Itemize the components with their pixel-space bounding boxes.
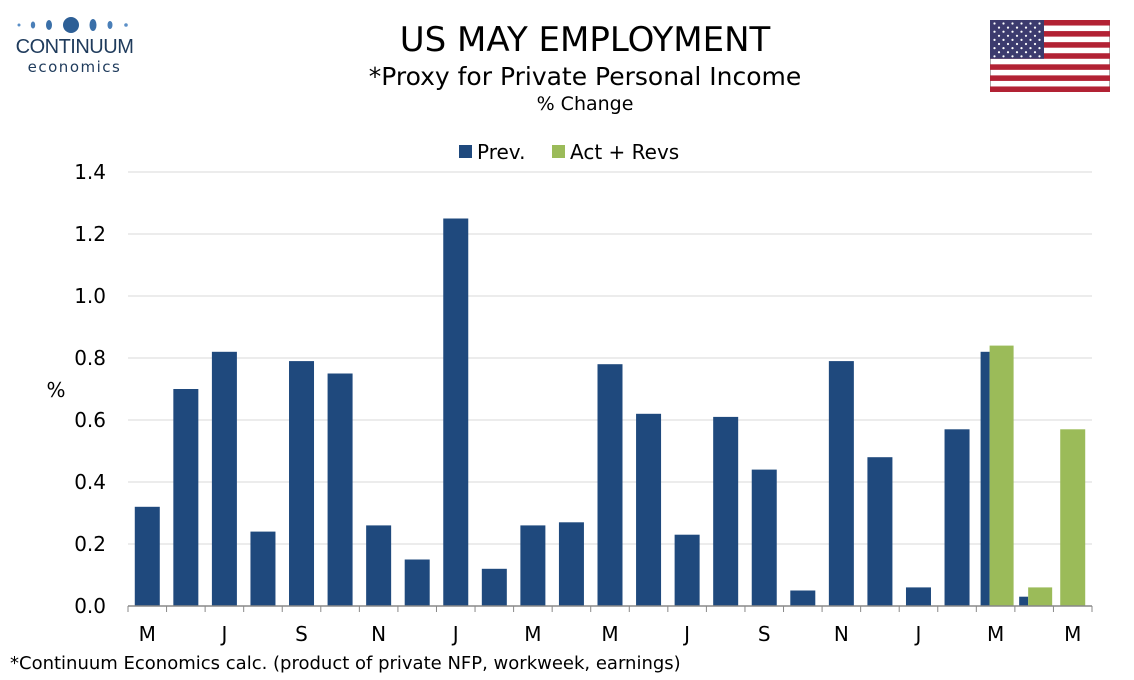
bar-prev: [828, 361, 854, 606]
legend-swatch-act-revs: [552, 145, 565, 158]
bar-prev: [173, 389, 199, 606]
chart-subtitle: *Proxy for Private Personal Income: [368, 62, 802, 91]
bar-prev: [366, 525, 392, 606]
y-tick-label: 1.2: [74, 222, 106, 246]
bar-prev: [211, 351, 237, 606]
bar-prev: [905, 587, 931, 606]
us-flag-icon: [990, 20, 1110, 92]
bar-prev: [520, 525, 546, 606]
x-tick-label: S: [758, 622, 771, 646]
x-tick-label: M: [139, 622, 156, 646]
logo-brand-text: CONTINUUM: [15, 36, 134, 58]
bar-prev: [481, 568, 507, 606]
x-tick-label: M: [524, 622, 541, 646]
x-tick-label: J: [682, 622, 690, 646]
bar-prev: [443, 218, 469, 606]
bar-prev: [134, 506, 160, 606]
y-axis-label: %: [46, 378, 65, 402]
legend-label-prev: Prev.: [477, 140, 525, 164]
chart-subtitle-units: % Change: [536, 93, 634, 115]
x-tick-label: M: [1064, 622, 1081, 646]
continuum-economics-logo: CONTINUUM economics: [12, 14, 137, 76]
chart-footnote: *Continuum Economics calc. (product of p…: [10, 653, 681, 674]
x-tick-label: S: [295, 622, 308, 646]
x-tick-label: M: [601, 622, 618, 646]
bar-prev: [867, 457, 893, 606]
x-tick-label: M: [987, 622, 1004, 646]
bar-prev: [790, 590, 816, 606]
bar-prev: [1019, 596, 1029, 606]
y-tick-label: 0.8: [74, 346, 106, 370]
bar-prev: [327, 373, 353, 606]
bar-prev: [597, 364, 623, 606]
x-tick-label: N: [371, 622, 386, 646]
chart-legend: Prev. Act + Revs: [459, 140, 679, 164]
x-tick-label: J: [451, 622, 459, 646]
bar-prev: [289, 361, 315, 606]
chart-title: US MAY EMPLOYMENT: [399, 20, 771, 60]
x-tick-label: J: [914, 622, 922, 646]
y-tick-label: 0.6: [74, 408, 106, 432]
logo-brand-subtext: economics: [27, 58, 122, 76]
y-tick-label: 0.0: [74, 594, 106, 618]
y-tick-label: 1.4: [74, 160, 106, 184]
bar-prev: [980, 351, 990, 606]
logo-dots-icon: [17, 17, 128, 33]
bar-prev: [404, 559, 430, 606]
y-tick-label: 0.4: [74, 470, 106, 494]
x-tick-label: J: [219, 622, 227, 646]
bar-act-revs: [1028, 587, 1053, 606]
bar-act-revs: [1060, 429, 1086, 606]
bar-prev: [944, 429, 970, 606]
bar-prev: [751, 469, 777, 606]
y-tick-label: 1.0: [74, 284, 106, 308]
bar-chart: 0.0 0.2 0.4 0.6 0.8 1.0 1.2 1.4% M J S N J M M J S N J M M Pr…: [46, 140, 1093, 646]
bar-prev: [713, 416, 739, 606]
y-tick-label: 0.2: [74, 532, 106, 556]
bar-act-revs: [989, 345, 1014, 606]
legend-label-act-revs: Act + Revs: [570, 140, 679, 164]
bar-prev: [674, 534, 700, 606]
bar-prev: [558, 522, 584, 606]
bar-prev: [250, 531, 276, 606]
legend-swatch-prev: [459, 145, 472, 158]
x-tick-label: N: [834, 622, 849, 646]
bar-prev: [636, 413, 662, 606]
